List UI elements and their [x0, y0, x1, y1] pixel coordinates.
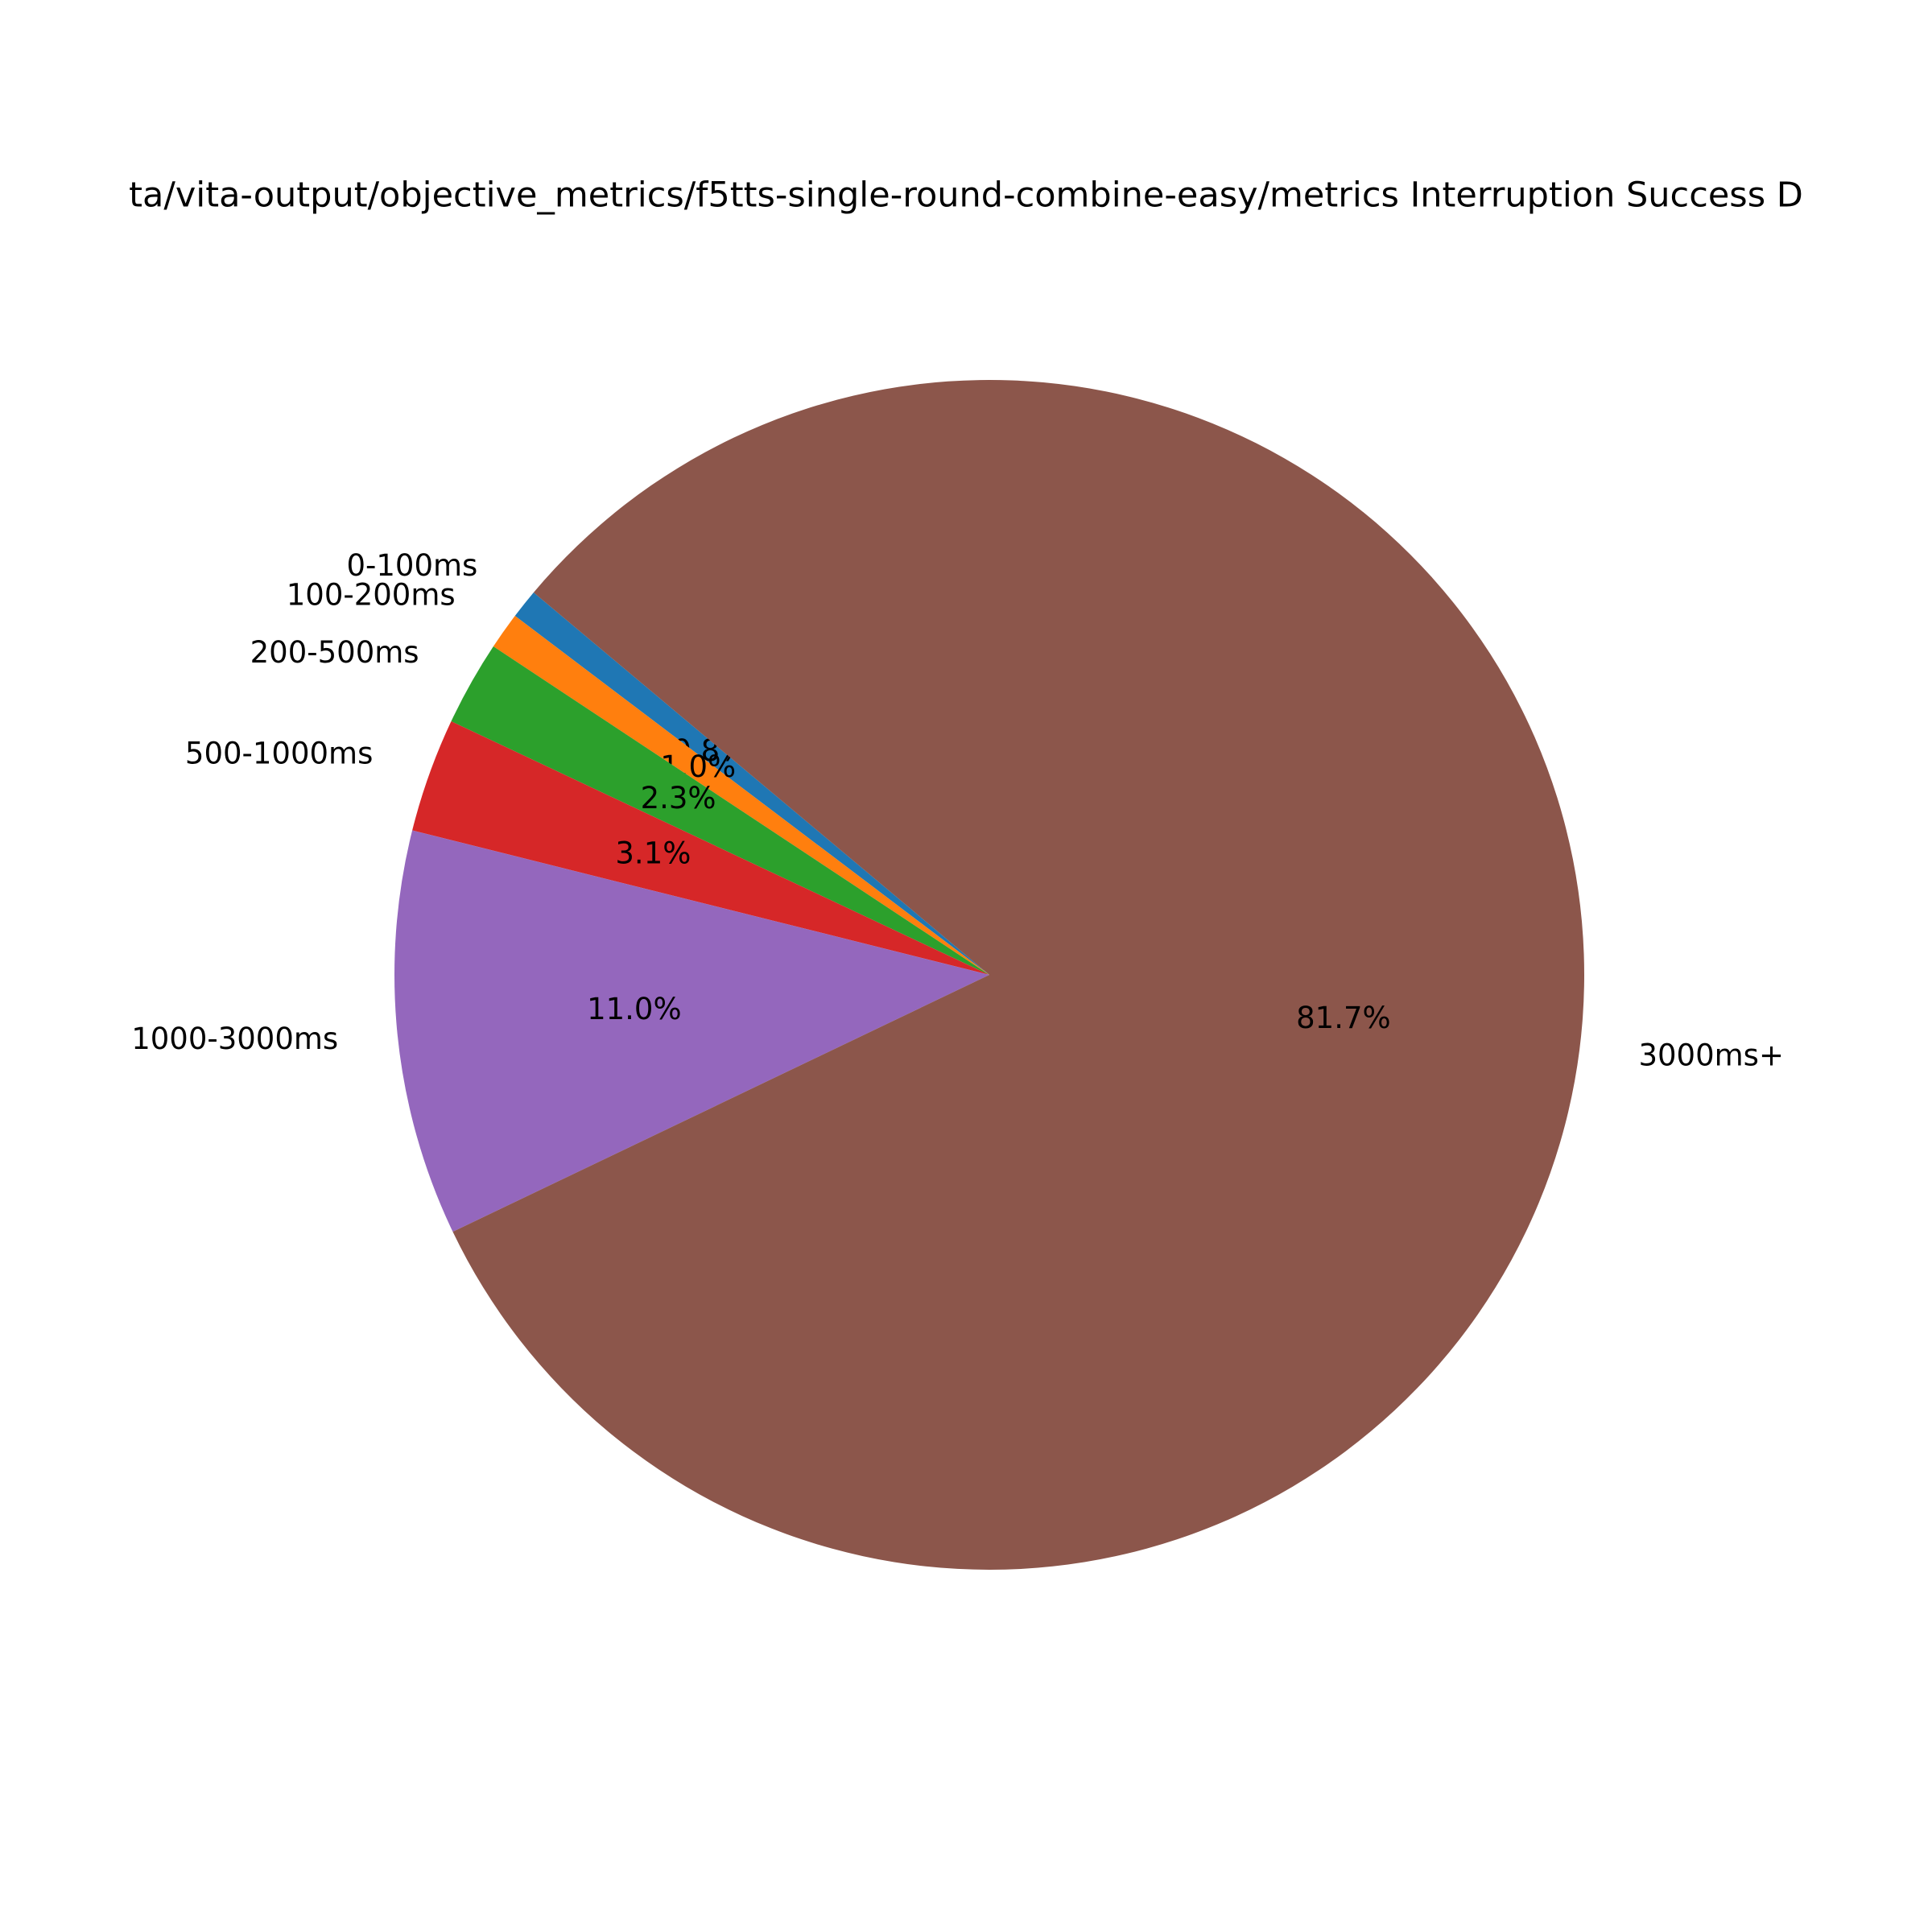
wedge-label: 200-500ms [250, 635, 419, 670]
pie-wedge [452, 379, 1584, 1571]
wedge-label: 3000ms+ [1638, 1038, 1783, 1072]
percent-label: 3.1% [615, 836, 691, 870]
pie-wedge [451, 646, 989, 975]
percent-label: 11.0% [587, 992, 682, 1026]
wedge-label: 1000-3000ms [131, 1022, 338, 1056]
pie-wedge [394, 830, 989, 1232]
pie-wedge [514, 592, 989, 975]
wedge-label: 100-200ms [287, 578, 456, 613]
wedge-label: 0-100ms [346, 548, 477, 583]
percent-label: 81.7% [1296, 1001, 1391, 1035]
wedge-label: 500-1000ms [185, 736, 373, 770]
pie-wedge [493, 616, 989, 975]
chart-title: ta/vita-output/objective_metrics/f5tts-s… [129, 175, 1803, 216]
pie-wedge [412, 721, 989, 975]
percent-label: 2.3% [641, 781, 716, 815]
